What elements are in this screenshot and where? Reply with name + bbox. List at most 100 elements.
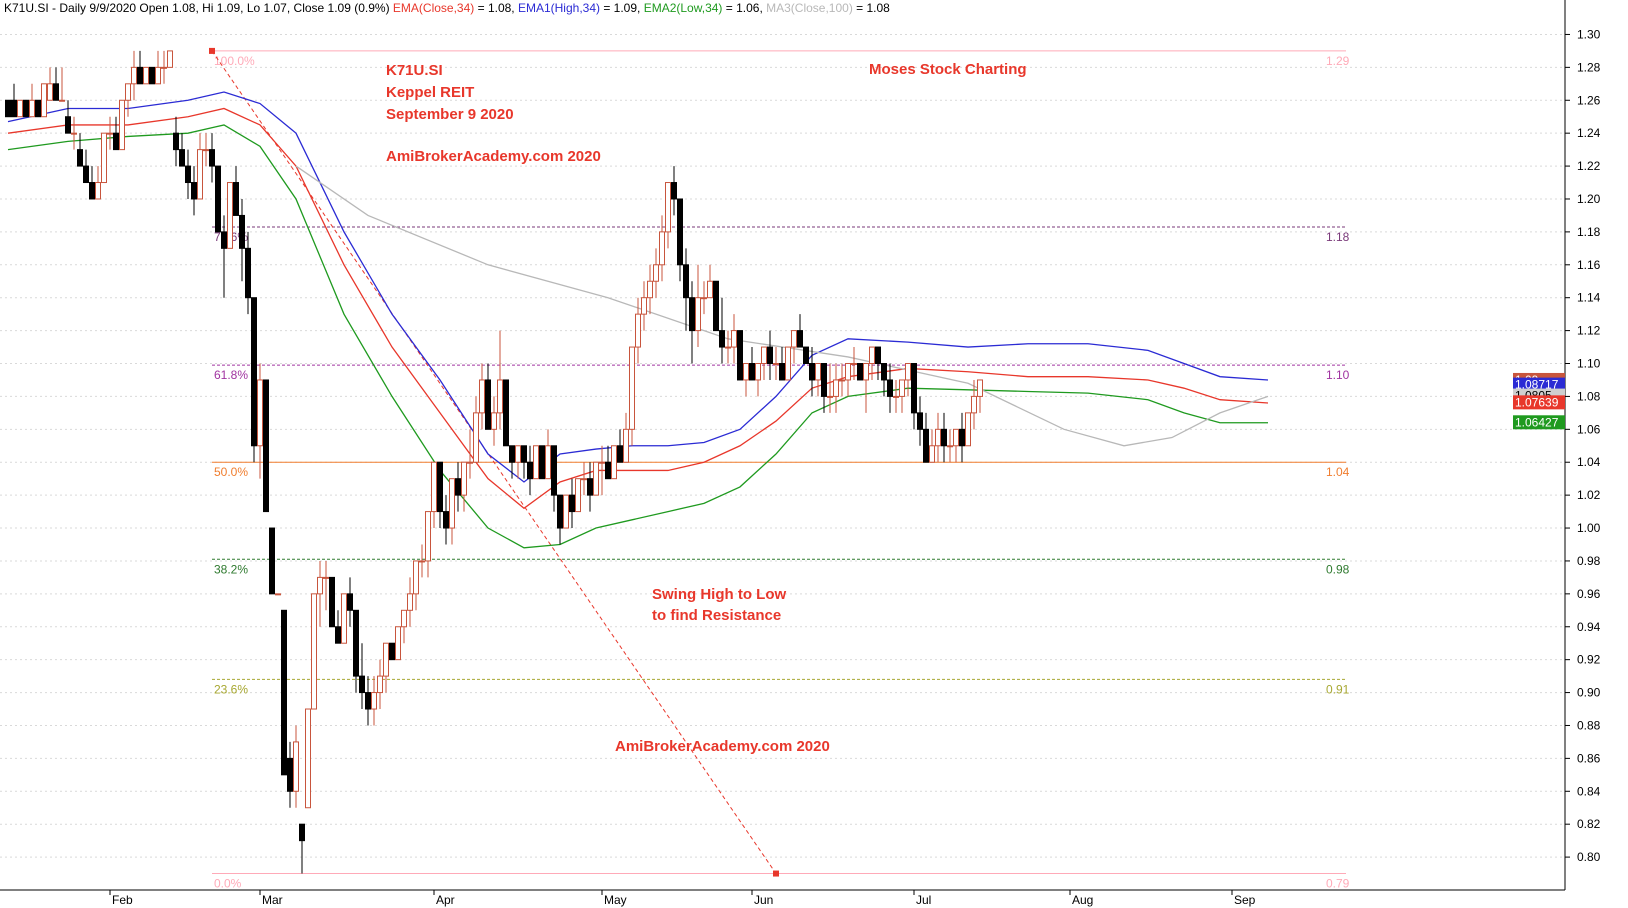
candle-body [827, 395, 833, 398]
candle-body [515, 445, 521, 463]
header-ma3-label: MA3(Close,100) [766, 1, 853, 15]
candle-body [887, 379, 893, 397]
candle-body [425, 511, 431, 562]
candle-body [83, 165, 89, 184]
candle-body [113, 132, 119, 151]
candle-body [305, 708, 311, 809]
candle-body [863, 363, 869, 381]
candle-body [11, 99, 17, 118]
candle-body [173, 132, 179, 151]
candle-body [737, 330, 743, 381]
candle-body [29, 99, 35, 118]
y-tick-label: 1.22 [1577, 159, 1601, 173]
candle-body [341, 593, 347, 644]
header-ema2-label: EMA2(Low,34) [643, 1, 723, 15]
candle-body [197, 149, 203, 200]
candle-body [311, 593, 317, 710]
candle-body [191, 182, 197, 200]
y-tick-label: 0.90 [1577, 686, 1601, 700]
annotation-site-bottom: AmiBrokerAcademy.com 2020 [615, 738, 830, 755]
candle-body [107, 132, 113, 135]
candle-body [89, 182, 95, 200]
candle-body [533, 445, 539, 480]
candle-body [449, 478, 455, 529]
candle-body [779, 363, 785, 381]
candle-body [977, 379, 983, 397]
candle-body [923, 428, 929, 463]
candle-body [479, 379, 485, 414]
candle-body [905, 363, 911, 381]
y-tick-label: 0.94 [1577, 620, 1601, 634]
fib-level-value: 0.98 [1326, 562, 1350, 576]
candle-body [749, 363, 755, 381]
x-tick-label: Feb [112, 893, 133, 907]
candle-body [371, 692, 377, 710]
candle-body [647, 280, 653, 299]
candle-body [941, 428, 947, 447]
candle-body [65, 116, 71, 134]
candle-body [575, 478, 581, 513]
candle-body [701, 297, 707, 300]
x-tick-label: May [604, 893, 627, 907]
series-line [295, 165, 1269, 447]
price-label-box [1513, 395, 1565, 410]
candle-body [743, 363, 749, 381]
header-ema1-value: = 1.09, [600, 1, 644, 15]
candle-body [209, 149, 215, 167]
candle-body [713, 280, 719, 332]
candle-body [389, 642, 395, 661]
candle-body [419, 560, 425, 563]
x-tick-label: Jun [754, 893, 773, 907]
candle-body [95, 182, 101, 200]
fib-level-value: 0.79 [1326, 877, 1350, 891]
candle-body [35, 99, 41, 118]
y-tick-label: 1.06 [1577, 422, 1601, 436]
header-ema1-label: EMA1(High,34) [517, 1, 600, 15]
x-tick-label: Jul [916, 893, 931, 907]
y-tick-label: 0.98 [1577, 554, 1601, 568]
candle-body [665, 182, 671, 233]
candle-body [443, 511, 449, 529]
candle-body [767, 346, 773, 365]
y-tick-label: 0.96 [1577, 587, 1601, 601]
candle-body [797, 330, 803, 348]
candle-body [221, 231, 227, 249]
candle-body [251, 297, 257, 447]
candle-body [527, 461, 533, 480]
candle-body [377, 675, 383, 694]
swing-high-marker [209, 47, 215, 54]
y-tick-label: 1.18 [1577, 225, 1601, 239]
price-label-text: 1.08717 [1515, 378, 1559, 392]
candle-body [353, 609, 359, 677]
candle-body [413, 560, 419, 595]
candle-body [947, 445, 953, 448]
candle-body [791, 330, 797, 348]
price-label-box [1513, 415, 1565, 430]
x-tick-label: Sep [1234, 893, 1256, 907]
candle-body [959, 428, 965, 447]
candle-body [911, 363, 917, 414]
candle-body [653, 264, 659, 282]
candle-body [671, 182, 677, 200]
candle-body [929, 445, 935, 463]
candle-body [875, 346, 881, 365]
fib-level-value: 1.04 [1326, 465, 1350, 479]
candle-body [695, 297, 701, 332]
fib-level-pct: 0.0% [214, 877, 242, 891]
candle-body [155, 66, 161, 85]
y-tick-label: 0.92 [1577, 653, 1601, 667]
header-symbol: K71U.SI [4, 1, 49, 15]
y-tick-label: 0.82 [1577, 817, 1601, 831]
candle-body [395, 626, 401, 661]
candle-body [857, 363, 863, 381]
price-label-text: 1.07639 [1515, 395, 1559, 409]
candle-body [785, 346, 791, 381]
swing-low-marker [773, 870, 779, 877]
candle-body [545, 445, 551, 480]
candle-body [347, 593, 353, 611]
candle-body [293, 741, 299, 792]
candle-body [731, 330, 737, 348]
candle-body [599, 461, 605, 464]
candle-body [551, 445, 557, 496]
candle-body [557, 494, 563, 529]
